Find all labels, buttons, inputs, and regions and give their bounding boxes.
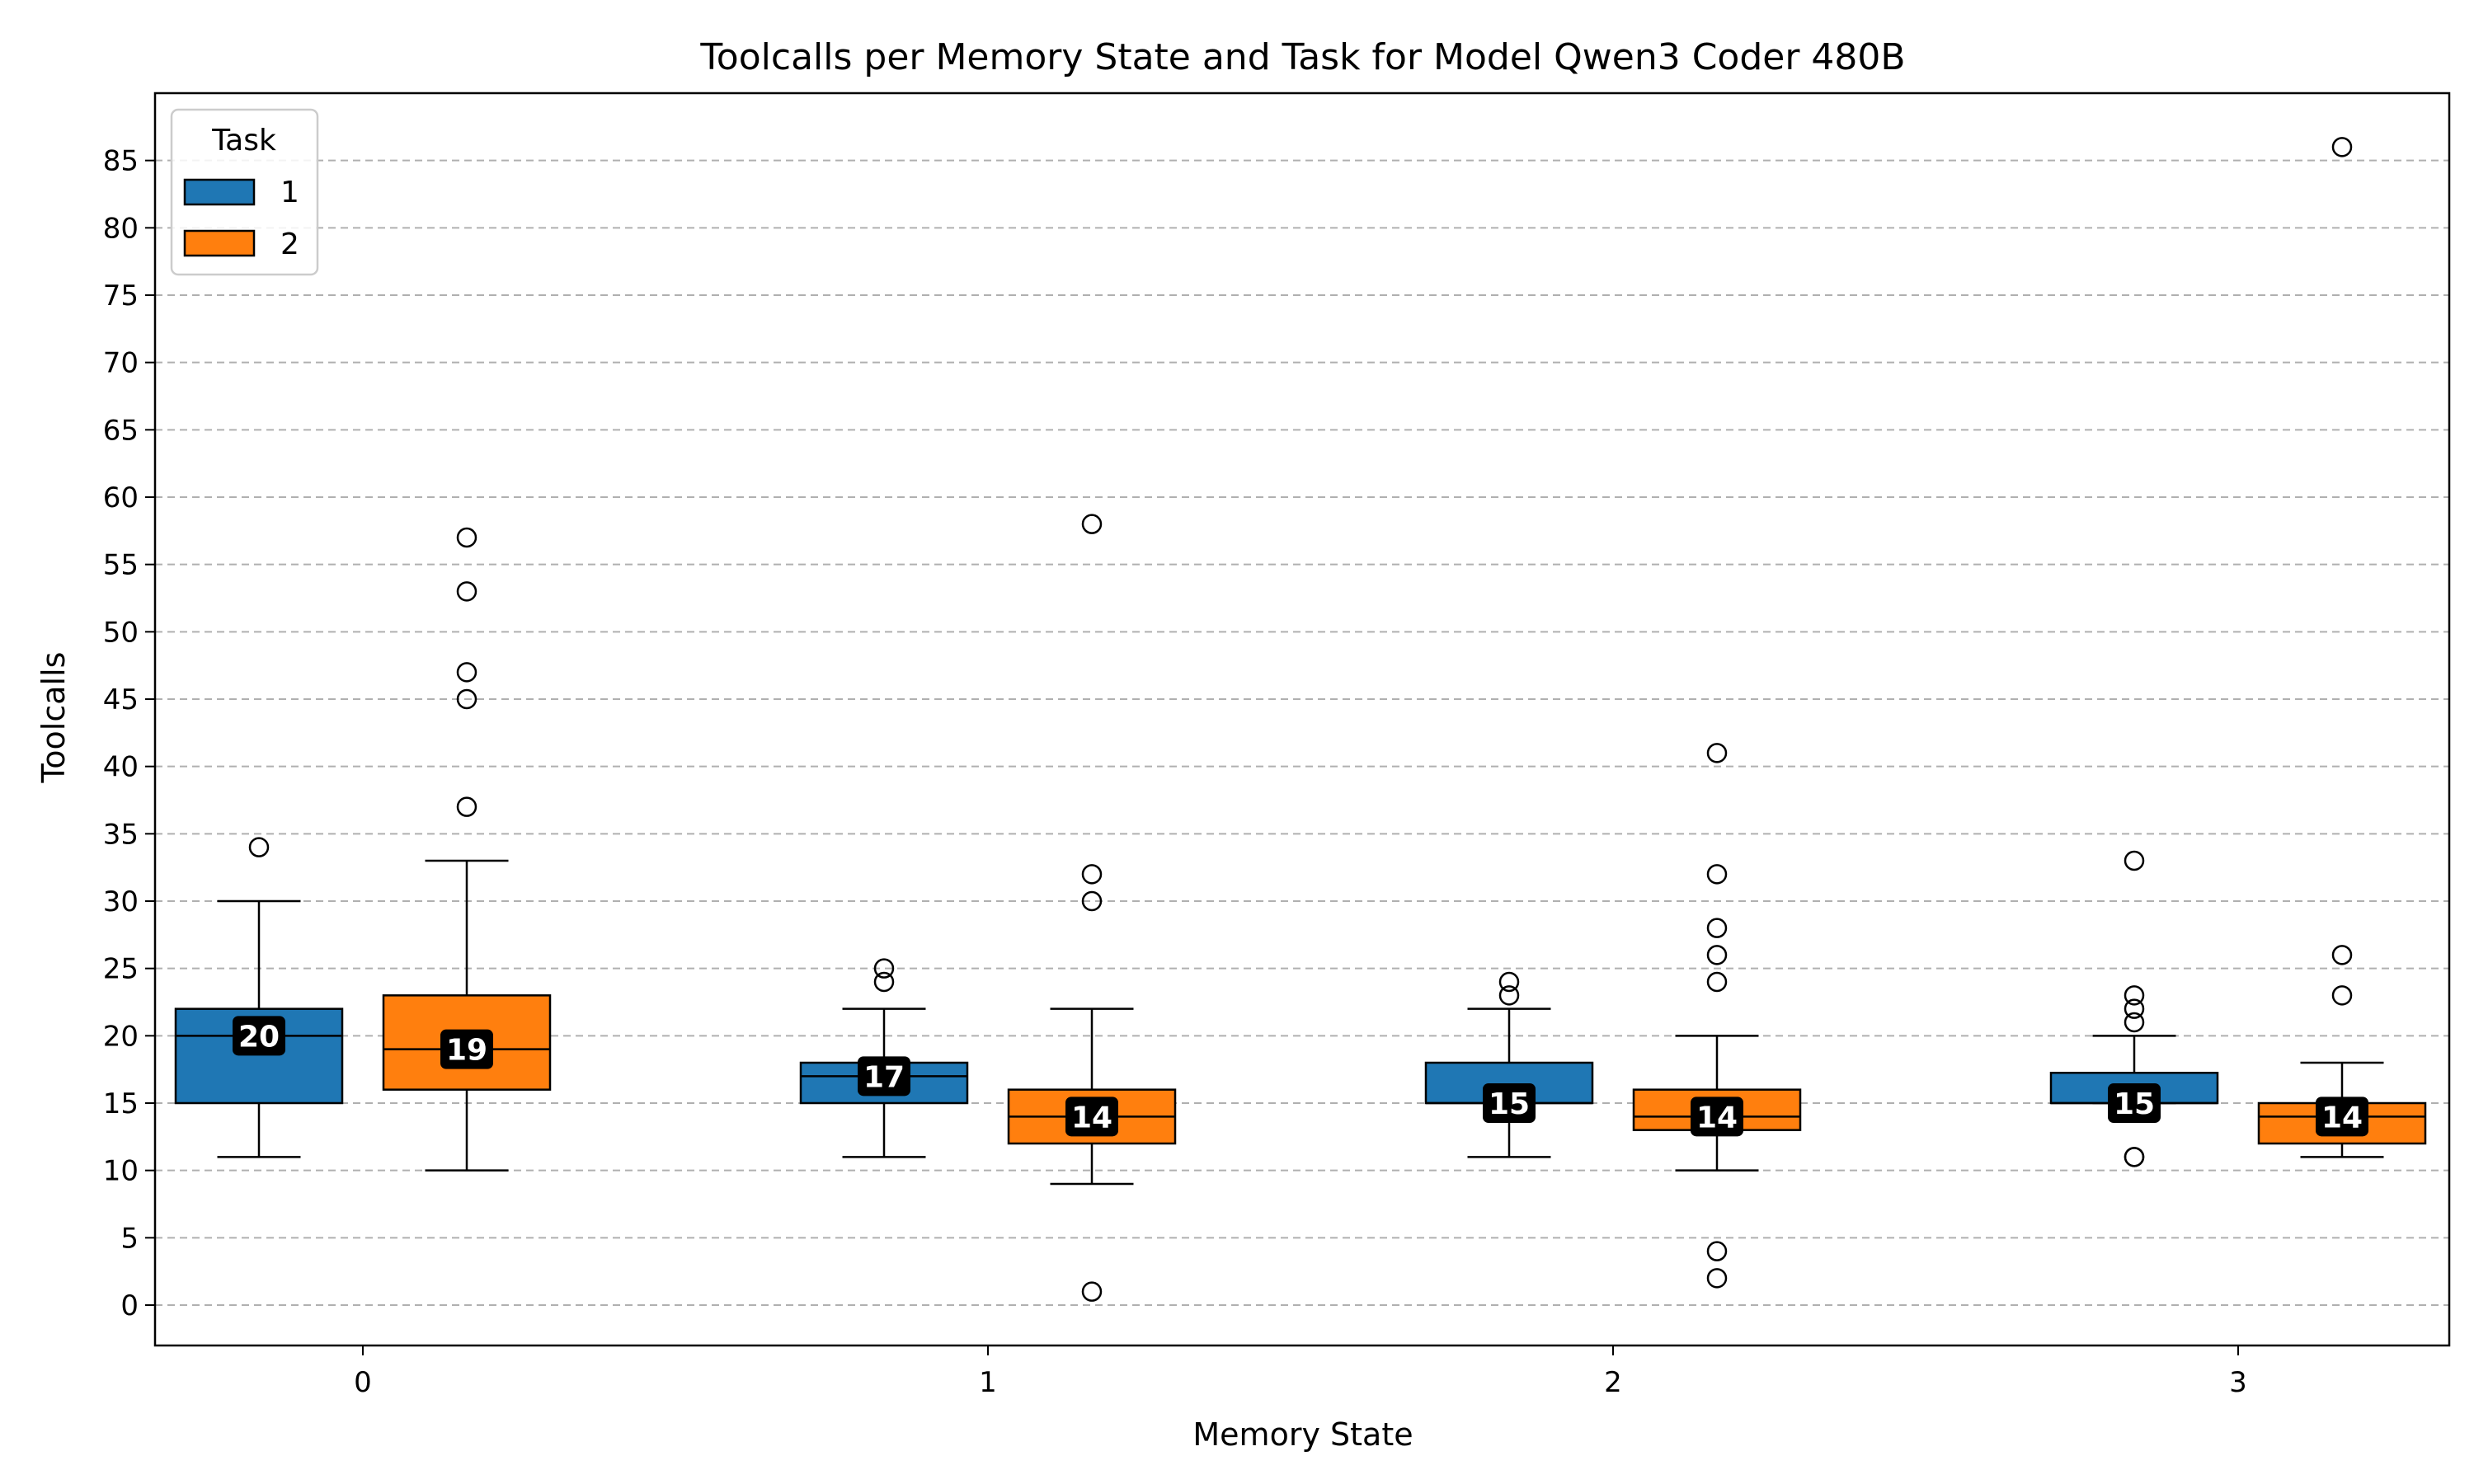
y-tick-label: 45 [103,683,139,716]
median-labels: 20 17 15 15 19 14 14 14 [233,1016,2368,1137]
y-axis-ticks: 0 5 10 15 20 25 30 35 40 45 50 55 60 65 70 75 80 85 [103,145,155,1322]
outlier-point [1081,890,1103,912]
y-tick-label: 80 [103,212,139,245]
y-tick-label: 30 [103,885,139,918]
legend-label-task-1: 1 [280,176,299,209]
x-tick-label: 1 [979,1366,997,1399]
median-label-task-1-state-2: 15 [1483,1083,1536,1123]
outlier-point [2331,985,2353,1006]
box-iqr [382,994,552,1091]
outlier-point [2331,137,2353,157]
median-label-bg [2108,1083,2161,1123]
y-tick-label: 70 [103,347,139,380]
median-label-text: 17 [863,1060,905,1094]
median-label-bg [2316,1097,2368,1137]
y-tick-label: 60 [103,481,139,514]
y-tick-label: 50 [103,616,139,649]
outlier-point [2124,850,2145,871]
outlier-point [1498,985,1520,1006]
outlier-point [1706,971,1728,993]
median-label-text: 15 [2114,1087,2155,1121]
outlier-point [1081,514,1103,534]
legend-title: Task [211,124,276,157]
median-label-text: 14 [2321,1101,2363,1134]
outlier-point [1706,1241,1728,1261]
outlier-point [1706,945,1728,965]
legend-swatch-task-1 [183,178,256,206]
median-label-task-1-state-1: 17 [858,1056,910,1097]
median-label-task-2-state-2: 14 [1691,1097,1743,1137]
y-tick-label: 20 [103,1020,139,1053]
outlier-point [873,971,895,993]
y-tick-label: 55 [103,549,139,582]
outlier-point [248,837,270,857]
median-label-text: 20 [238,1020,280,1054]
box-task-2-state-0 [382,527,552,1172]
y-tick-label: 85 [103,145,139,178]
x-axis-ticks: 0 1 2 3 [354,1345,2247,1399]
y-tick-label: 0 [120,1289,139,1322]
y-tick-label: 25 [103,953,139,986]
outlier-point [2331,945,2353,965]
median-label-task-1-state-0: 20 [233,1016,285,1056]
chart-title: Toolcalls per Memory State and Task for … [699,36,1905,78]
outlier-point [1706,918,1728,938]
outlier-point [456,527,477,548]
median-label-text: 14 [1071,1101,1112,1134]
outlier-point [456,796,477,817]
outlier-point [2124,998,2145,1019]
x-tick-label: 3 [2229,1366,2247,1399]
x-tick-label: 2 [1604,1366,1622,1399]
median-label-bg [233,1016,285,1056]
outlier-point [2124,1012,2145,1033]
median-label-text: 14 [1696,1101,1738,1134]
legend-label-task-2: 2 [280,228,299,261]
median-label-task-2-state-0: 19 [440,1029,493,1069]
outlier-point [2124,1147,2145,1167]
outlier-point [1706,864,1728,885]
outlier-point [2124,985,2145,1006]
y-tick-label: 5 [120,1222,139,1255]
y-tick-label: 15 [103,1087,139,1120]
median-label-task-2-state-1: 14 [1065,1097,1118,1137]
outlier-point [1498,971,1520,993]
y-axis-label: Toolcalls [35,652,72,784]
outlier-point [873,958,895,979]
y-tick-label: 35 [103,818,139,851]
outlier-point [1081,864,1103,885]
outlier-point [456,581,477,602]
median-label-text: 15 [1489,1087,1530,1121]
median-label-bg [1483,1083,1536,1123]
x-tick-label: 0 [354,1366,372,1399]
y-tick-label: 75 [103,279,139,312]
legend-swatch-task-2 [183,229,256,257]
median-label-bg [440,1029,493,1069]
median-label-task-2-state-3: 14 [2316,1097,2368,1137]
outlier-point [456,662,477,683]
median-label-bg [1691,1097,1743,1137]
outlier-point [1706,1268,1728,1289]
median-label-task-1-state-3: 15 [2108,1083,2161,1123]
plot-frame [153,92,2451,1347]
legend: Task 1 2 [170,108,319,276]
median-label-bg [858,1056,910,1097]
median-label-text: 19 [446,1034,487,1068]
y-tick-label: 40 [103,751,139,784]
outlier-point [456,688,477,710]
y-tick-label: 65 [103,414,139,447]
median-label-bg [1065,1097,1118,1137]
outlier-point [1706,743,1728,763]
x-axis-label: Memory State [1192,1416,1413,1453]
y-tick-label: 10 [103,1155,139,1188]
outlier-point [1081,1281,1103,1302]
